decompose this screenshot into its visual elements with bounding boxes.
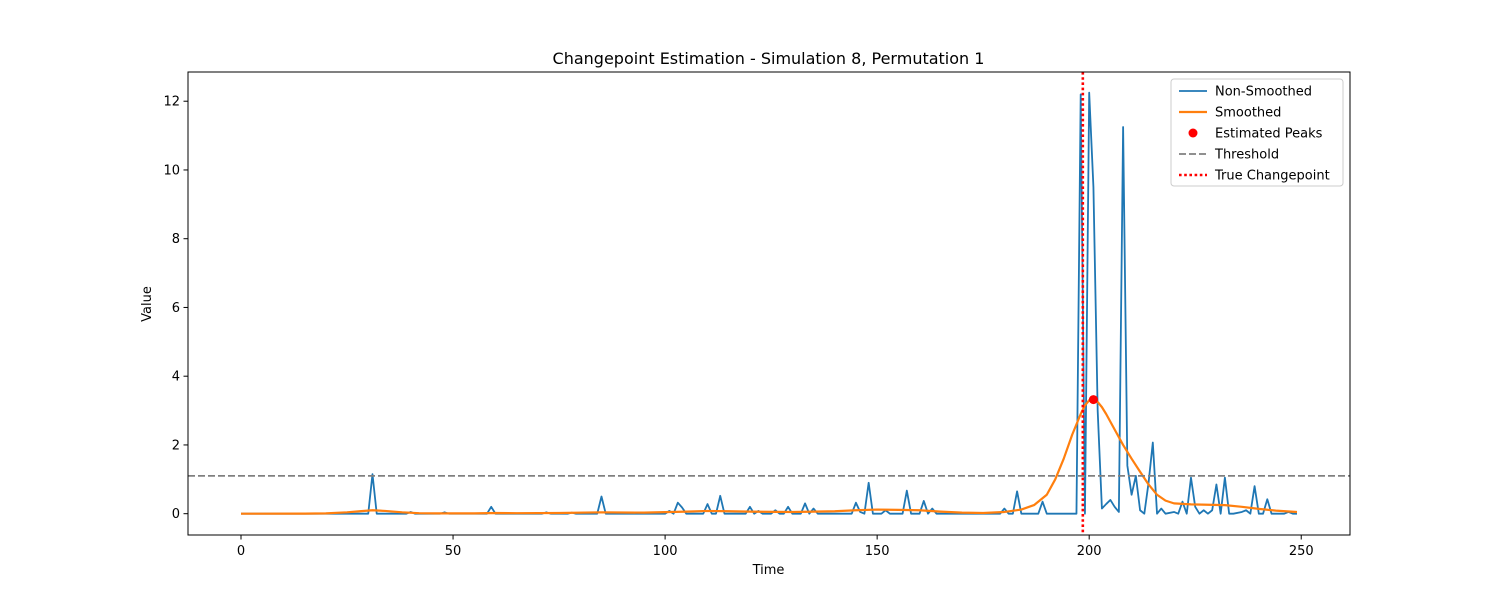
x-axis-label: Time bbox=[752, 563, 785, 578]
y-tick-label: 12 bbox=[163, 95, 180, 110]
y-tick-label: 10 bbox=[163, 163, 180, 178]
y-tick-label: 4 bbox=[172, 370, 180, 385]
x-tick-label: 250 bbox=[1289, 544, 1314, 559]
series-line-non-smoothed bbox=[241, 91, 1297, 515]
legend-label-estimated-peaks: Estimated Peaks bbox=[1215, 127, 1323, 142]
plot-area bbox=[188, 72, 1350, 535]
axes: 0 50 100 150 200 250 0 2 4 6 8 10 12 bbox=[163, 71, 1351, 559]
x-tick-label: 200 bbox=[1077, 544, 1102, 559]
y-tick-label: 0 bbox=[172, 507, 180, 522]
x-tick-label: 150 bbox=[865, 544, 890, 559]
legend-label-threshold: Threshold bbox=[1214, 148, 1279, 163]
legend-handle-estimated-peaks bbox=[1188, 128, 1198, 138]
x-tick-label: 50 bbox=[445, 544, 462, 559]
chart-title: Changepoint Estimation - Simulation 8, P… bbox=[553, 49, 985, 68]
legend-label-smoothed: Smoothed bbox=[1215, 106, 1281, 121]
legend-label-non-smoothed: Non-Smoothed bbox=[1215, 85, 1312, 100]
legend: Non-Smoothed Smoothed Estimated Peaks Thres… bbox=[1170, 78, 1344, 187]
estimated-peak-point bbox=[1088, 395, 1098, 405]
y-tick-label: 2 bbox=[172, 438, 180, 453]
series-line-smoothed bbox=[241, 398, 1298, 515]
y-axis-label: Value bbox=[140, 286, 155, 322]
x-tick-label: 100 bbox=[653, 544, 678, 559]
legend-label-true-changepoint: True Changepoint bbox=[1214, 169, 1330, 184]
axes-frame bbox=[187, 71, 1351, 536]
series-group bbox=[188, 72, 1350, 535]
y-tick-label: 6 bbox=[172, 301, 180, 316]
x-tick-label: 0 bbox=[237, 544, 245, 559]
legend-box bbox=[1170, 78, 1344, 187]
y-tick-label: 8 bbox=[172, 232, 180, 247]
